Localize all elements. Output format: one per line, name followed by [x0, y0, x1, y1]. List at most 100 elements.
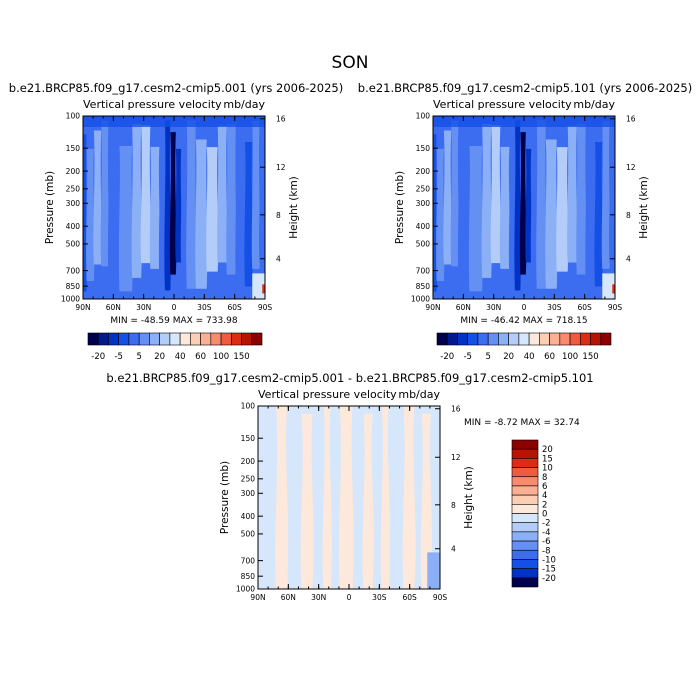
contour-top-strip	[433, 116, 615, 127]
colorbar-label: 5	[136, 352, 141, 362]
panel-subtitle: Vertical pressure velocity	[258, 388, 397, 401]
min-max-text: MIN = -48.59 MAX = 733.98	[110, 316, 237, 326]
y2-tick-label: 12	[451, 453, 461, 462]
contour-band	[362, 413, 374, 589]
contour-band	[206, 147, 219, 272]
y-tick-label: 150	[66, 144, 81, 153]
contour-band	[186, 120, 197, 289]
colorbar-swatch	[108, 332, 120, 346]
colorbar-swatch	[159, 332, 171, 346]
chart-panel-2: 90N 60N 30N 0 30S 60S 90S 100 150 200 250 300 400 500…	[358, 81, 692, 362]
contour-band	[380, 406, 391, 589]
colorbar-swatch	[511, 504, 539, 514]
colorbar-label: 100	[562, 352, 578, 362]
contour-band	[169, 132, 177, 275]
colorbar-swatch	[251, 332, 263, 346]
colorbar-swatch	[511, 467, 539, 478]
contour-band	[576, 123, 587, 275]
contour-band	[519, 132, 527, 275]
colorbar-swatch	[179, 332, 191, 346]
y2-tick-label: 4	[451, 545, 456, 554]
contour-band	[601, 120, 611, 269]
panel-units: mb/day	[573, 98, 615, 111]
y2-tick-label: 4	[626, 255, 631, 264]
contour-band	[514, 120, 521, 291]
x-tick-label: 30N	[486, 303, 501, 312]
colorbar-label: 2	[542, 500, 547, 510]
colorbar-label: -2	[542, 519, 550, 529]
panel-subtitle: Vertical pressure velocity	[83, 98, 222, 111]
contour-band	[217, 125, 228, 263]
colorbar-swatch	[97, 332, 109, 346]
colorbar-swatch	[511, 476, 539, 487]
contour-band	[251, 120, 261, 269]
contour-band	[457, 141, 470, 284]
y-axis-label: Pressure (mb)	[44, 171, 56, 244]
y-tick-label: 500	[241, 530, 256, 539]
contour-band	[195, 139, 208, 289]
contour-band	[594, 142, 603, 287]
colorbar-swatch	[511, 513, 539, 523]
colorbar-swatch	[87, 332, 99, 346]
contour-band	[175, 148, 182, 263]
chart-panel-3: 90N 60N 30N 0 30S 60S 90S100150200250300400500…	[106, 371, 593, 602]
y2-tick-label: 12	[626, 163, 636, 172]
colorbar-swatch	[539, 332, 550, 346]
x-tick-label: 90N	[75, 303, 90, 312]
colorbar-swatch	[128, 332, 140, 346]
x-tick-label: 30S	[372, 593, 387, 602]
x-tick-label: 90S	[608, 303, 623, 312]
x-tick-label: 0	[347, 593, 352, 602]
y-tick-label: 1000	[236, 585, 255, 594]
y-tick-label: 400	[66, 222, 81, 231]
y2-tick-label: 12	[276, 163, 286, 172]
contour-band	[525, 148, 532, 263]
y2-tick-label: 8	[276, 211, 281, 220]
colorbar-swatch	[200, 332, 212, 346]
x-tick-label: 60S	[578, 303, 593, 312]
y2-axis-label: Height (km)	[463, 466, 475, 529]
colorbar-swatch	[511, 458, 539, 468]
contour-band	[530, 132, 538, 272]
contour-band	[499, 146, 510, 269]
contour-max-patch	[612, 284, 615, 294]
colorbar-swatch	[230, 332, 242, 346]
colorbar-label: -10	[542, 555, 556, 565]
contour-band	[443, 130, 452, 265]
y2-tick-label: 8	[451, 501, 456, 510]
contour-band	[450, 120, 460, 267]
contour-band	[536, 120, 547, 289]
contour-band	[118, 145, 133, 292]
x-tick-label: 60S	[403, 593, 418, 602]
colorbar-swatch	[467, 332, 479, 346]
y2-tick-label: 16	[626, 115, 636, 124]
x-tick-label: 90N	[250, 593, 265, 602]
colorbar-swatch	[579, 332, 591, 346]
y-tick-label: 100	[66, 112, 81, 121]
colorbar-label: 0	[542, 510, 547, 520]
x-tick-label: 90S	[258, 303, 273, 312]
y-axis-label: Pressure (mb)	[394, 171, 406, 244]
contour-band	[567, 125, 578, 263]
colorbar-swatch	[118, 332, 130, 346]
contour-band	[300, 413, 314, 589]
colorbar-swatch	[487, 332, 499, 346]
y-tick-label: 500	[416, 240, 431, 249]
x-tick-label: 0	[522, 303, 527, 312]
x-tick-label: 60N	[456, 303, 471, 312]
contour-band	[140, 125, 151, 264]
y-tick-label: 150	[416, 144, 431, 153]
x-tick-label: 30N	[136, 303, 151, 312]
colorbar-label: 15	[542, 454, 553, 464]
y-tick-label: 500	[66, 240, 81, 249]
colorbar-swatch	[511, 522, 539, 533]
contour-band	[226, 123, 237, 275]
colorbar-swatch	[457, 332, 469, 346]
panel-title: b.e21.BRCP85.f09_g17.cesm2-cmip5.101 (yr…	[358, 81, 692, 95]
y-tick-label: 400	[416, 222, 431, 231]
colorbar-label: 150	[233, 352, 249, 362]
y-tick-label: 300	[66, 199, 81, 208]
colorbar-label: -5	[463, 352, 471, 362]
contour-band	[338, 406, 354, 589]
